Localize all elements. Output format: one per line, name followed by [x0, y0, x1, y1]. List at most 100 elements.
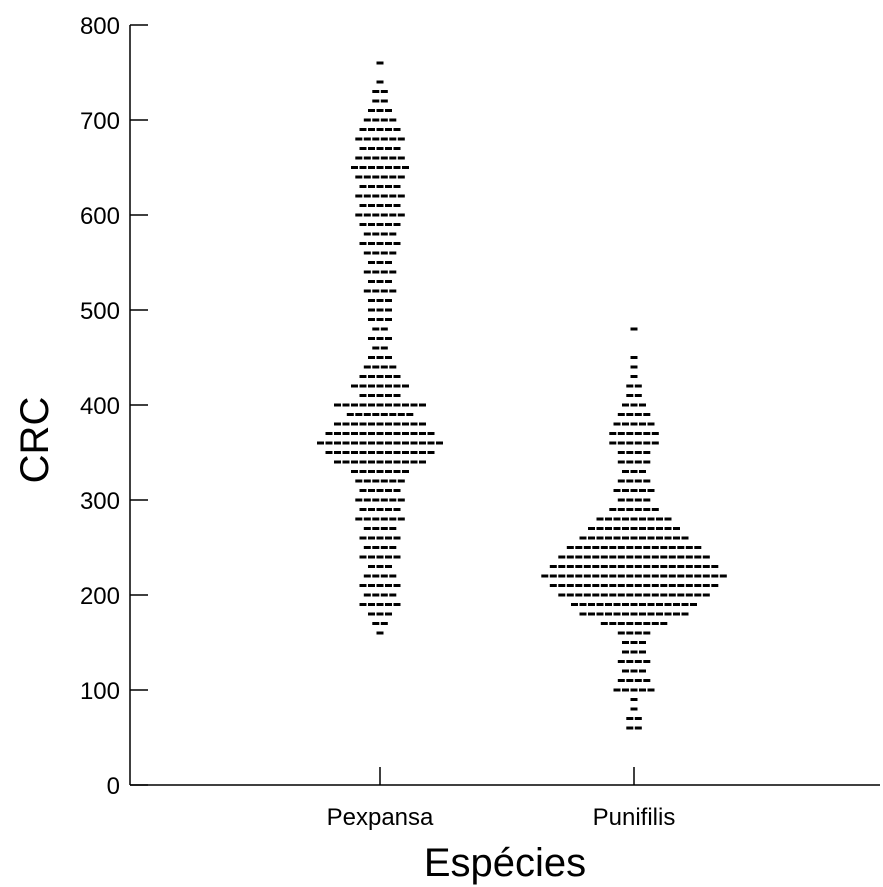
- data-point: [685, 555, 693, 559]
- data-point: [622, 517, 629, 521]
- data-point: [368, 185, 375, 188]
- data-point: [634, 679, 642, 682]
- data-point: [575, 546, 583, 549]
- data-point: [668, 555, 676, 559]
- data-point: [385, 584, 392, 587]
- data-point: [376, 242, 384, 245]
- data-point: [656, 536, 663, 540]
- data-point: [427, 432, 435, 435]
- data-point: [368, 109, 375, 112]
- data-point: [613, 517, 621, 521]
- data-point: [549, 574, 557, 578]
- data-point: [579, 612, 587, 616]
- data-point: [605, 536, 612, 540]
- data-point: [622, 688, 629, 692]
- data-point: [380, 479, 388, 483]
- data-point: [630, 365, 638, 369]
- data-point: [376, 555, 384, 559]
- data-point: [334, 403, 341, 407]
- data-point: [711, 565, 719, 568]
- data-point: [651, 555, 659, 559]
- data-point: [639, 688, 646, 692]
- data-point: [656, 612, 663, 616]
- data-point: [634, 660, 642, 663]
- data-point: [355, 194, 363, 198]
- y-tick-label: 700: [80, 108, 120, 135]
- data-point: [342, 441, 350, 445]
- data-point: [651, 593, 659, 597]
- data-point: [660, 555, 668, 559]
- data-point: [376, 223, 384, 226]
- data-point: [355, 137, 363, 141]
- data-point: [600, 546, 608, 549]
- data-point: [634, 441, 642, 445]
- data-point: [380, 346, 388, 350]
- data-point: [359, 451, 367, 454]
- data-point: [385, 612, 392, 616]
- y-tick-label: 300: [80, 488, 120, 515]
- data-point: [363, 365, 371, 369]
- data-point: [634, 498, 642, 502]
- data-point: [639, 403, 646, 407]
- data-point: [380, 498, 388, 502]
- data-point: [363, 546, 371, 549]
- data-point: [368, 147, 375, 150]
- data-point: [630, 327, 638, 331]
- data-point: [617, 546, 625, 549]
- data-point: [372, 527, 380, 530]
- y-tick-label: 100: [80, 678, 120, 705]
- data-point: [380, 156, 388, 160]
- data-point: [363, 137, 371, 141]
- data-point: [673, 527, 680, 530]
- data-point: [630, 688, 638, 692]
- data-point: [634, 574, 642, 578]
- data-point: [643, 660, 651, 663]
- data-point: [571, 603, 578, 606]
- data-point: [359, 555, 367, 559]
- data-point: [622, 641, 629, 644]
- data-point: [634, 593, 642, 597]
- data-point: [368, 489, 375, 492]
- data-point: [393, 451, 401, 454]
- data-point: [389, 156, 397, 160]
- data-point: [317, 441, 324, 445]
- data-point: [359, 403, 367, 407]
- data-point: [583, 555, 591, 559]
- data-point: [368, 384, 375, 388]
- data-point: [402, 432, 409, 435]
- data-point: [630, 536, 638, 540]
- data-point: [681, 603, 689, 606]
- data-point: [617, 679, 625, 682]
- data-point: [685, 584, 693, 587]
- data-point: [389, 593, 397, 597]
- data-point: [617, 631, 625, 635]
- data-point: [385, 166, 392, 169]
- data-point: [600, 622, 608, 625]
- data-point: [634, 460, 642, 464]
- data-point: [325, 441, 333, 445]
- data-point: [626, 432, 634, 435]
- data-point: [393, 403, 401, 407]
- data-point: [639, 422, 646, 426]
- data-point: [376, 403, 384, 407]
- data-point: [351, 384, 358, 388]
- data-point: [639, 470, 646, 473]
- data-point: [626, 593, 634, 597]
- data-point: [685, 574, 693, 578]
- data-point: [359, 536, 367, 540]
- data-point: [363, 270, 371, 274]
- data-point: [393, 441, 401, 445]
- data-point: [385, 318, 392, 321]
- data-point: [393, 508, 401, 511]
- data-point: [630, 489, 638, 492]
- data-point: [664, 527, 672, 530]
- data-point: [372, 213, 380, 217]
- data-point: [359, 489, 367, 492]
- data-point: [385, 299, 392, 302]
- data-point: [630, 375, 638, 378]
- data-point: [393, 185, 401, 188]
- data-point: [351, 403, 358, 407]
- data-point: [617, 498, 625, 502]
- data-point: [643, 413, 651, 416]
